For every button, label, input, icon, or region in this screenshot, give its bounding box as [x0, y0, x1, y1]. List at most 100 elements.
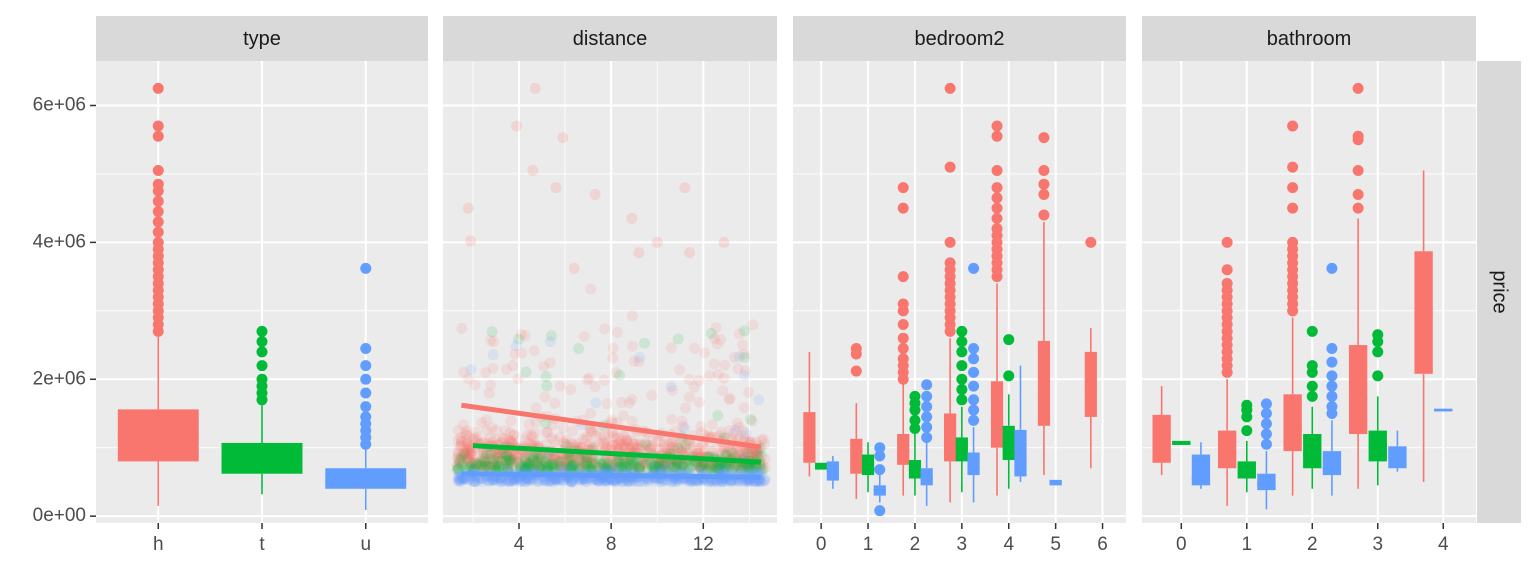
scatter-point [645, 457, 657, 469]
scatter-point [508, 474, 520, 486]
scatter-point [537, 474, 549, 486]
outlier-point [1003, 334, 1015, 346]
outlier-point [256, 373, 268, 385]
outlier-point [921, 421, 933, 433]
scatter-point [634, 460, 646, 472]
scatter-point [504, 475, 516, 487]
x-tick-label: 4 [1438, 534, 1449, 555]
scatter-point [507, 429, 519, 441]
scatter-point [523, 474, 535, 486]
scatter-point [725, 444, 737, 456]
scatter-point [640, 456, 652, 468]
scatter-point [502, 451, 514, 463]
scatter-point [746, 465, 758, 477]
scatter-point [616, 476, 628, 488]
scatter-point [520, 455, 532, 467]
scatter-point [618, 438, 630, 450]
scatter-point [698, 461, 710, 473]
scatter-point [461, 425, 473, 437]
scatter-point [718, 464, 730, 476]
scatter-point [675, 445, 687, 457]
scatter-point [649, 462, 661, 474]
scatter-point [464, 446, 476, 458]
scatter-point [598, 464, 610, 476]
scatter-point [573, 461, 585, 473]
scatter-point [548, 459, 560, 471]
scatter-point [567, 463, 579, 475]
scatter-point [657, 458, 669, 470]
scatter-point [654, 458, 666, 470]
box-h [1348, 82, 1368, 489]
scatter-point [575, 475, 587, 487]
outlier-point [968, 380, 980, 392]
scatter-point [608, 460, 620, 472]
x-tick-label: 12 [693, 534, 714, 555]
scatter-point [628, 457, 640, 469]
scatter-point [738, 369, 750, 381]
scatter-point [666, 459, 678, 471]
scatter-point [531, 454, 543, 466]
scatter-point [527, 455, 539, 467]
scatter-point [561, 453, 573, 465]
scatter-point [480, 448, 492, 460]
outlier-point [897, 342, 909, 354]
scatter-point [526, 474, 538, 486]
box-body [1002, 425, 1015, 461]
scatter-point [523, 418, 535, 430]
scatter-point [521, 456, 533, 468]
scatter-point [651, 435, 663, 447]
scatter-point [714, 429, 726, 441]
scatter-point [603, 429, 615, 441]
strip-label: bedroom2 [914, 28, 1004, 50]
outlier-point [991, 165, 1003, 177]
scatter-point [759, 473, 771, 485]
outlier-point [1287, 120, 1299, 132]
outlier-point [1241, 399, 1253, 411]
scatter-point [704, 370, 716, 382]
scatter-point [585, 455, 597, 467]
scatter-point [495, 475, 507, 487]
scatter-point [453, 462, 465, 474]
scatter-point [546, 452, 558, 464]
scatter-point [452, 462, 464, 474]
scatter-point [653, 442, 665, 454]
scatter-point [451, 461, 463, 473]
scatter-point [706, 460, 718, 472]
scatter-point [490, 424, 502, 436]
scatter-point [548, 452, 560, 464]
scatter-point [462, 474, 474, 486]
scatter-point [682, 464, 694, 476]
scatter-point [705, 459, 717, 471]
outlier-point [956, 336, 968, 348]
scatter-point [555, 460, 567, 472]
scatter-point [619, 441, 631, 453]
outlier-point [1326, 401, 1338, 413]
outlier-point [991, 182, 1003, 194]
scatter-point [503, 450, 515, 462]
box-u [1014, 365, 1027, 482]
scatter-point [476, 454, 488, 466]
scatter-point [738, 448, 750, 460]
scatter-point [496, 475, 508, 487]
scatter-point [636, 439, 648, 451]
outlier-point [256, 360, 268, 372]
scatter-point [540, 462, 552, 474]
box-u [325, 262, 407, 510]
scatter-point [549, 451, 561, 463]
scatter-point [460, 435, 472, 447]
scatter-point [675, 442, 687, 454]
scatter-point [662, 461, 674, 473]
scatter-point [640, 458, 652, 470]
scatter-point [684, 462, 696, 474]
scatter-point [593, 475, 605, 487]
x-tick-label: 1 [863, 534, 874, 555]
scatter-point [558, 455, 570, 467]
scatter-point [581, 374, 593, 386]
scatter-point [519, 461, 531, 473]
scatter-point [566, 454, 578, 466]
scatter-point [544, 357, 556, 369]
scatter-point [587, 454, 599, 466]
scatter-point [495, 447, 507, 459]
scatter-point [478, 461, 490, 473]
scatter-point [564, 458, 576, 470]
